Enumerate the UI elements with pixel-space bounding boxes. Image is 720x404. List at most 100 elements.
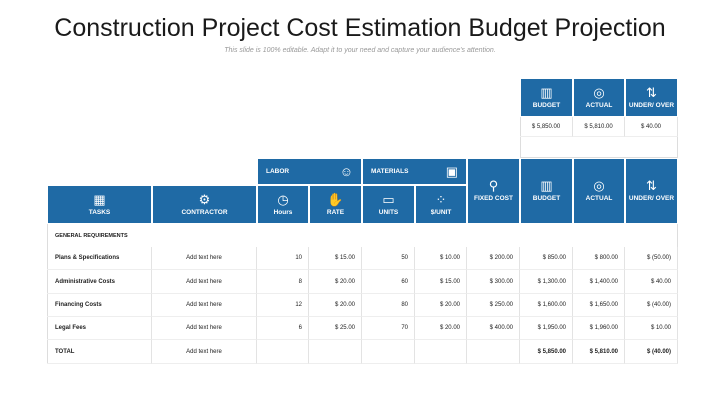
table-row-3-cell-9-label: $ 10.00	[650, 325, 671, 331]
budget-icon: ▥	[540, 84, 553, 100]
table-row-4-cell-9-label: $ (40.00)	[646, 348, 671, 355]
column-header-7-label: BUDGET	[532, 195, 561, 203]
table-row-3-cell-2: 6	[257, 317, 309, 340]
table-row-0-cell-0-label: Plans & Specifications	[55, 255, 120, 261]
table-row-4-cell-4	[362, 340, 415, 364]
table-row-2-cell-9: $ (40.00)	[625, 294, 678, 317]
table-row-4-cell-6	[467, 340, 520, 364]
table-row-1-cell-2: 8	[257, 270, 309, 294]
column-header-1-label: CONTRACTOR	[181, 208, 228, 216]
summary-value-1: $ 5,810.00	[573, 117, 625, 137]
table-row-0-cell-4: 50	[362, 247, 415, 270]
table-row-0-cell-9: $ (50.00)	[625, 247, 678, 270]
table-row-2-cell-7-label: $ 1,600.00	[537, 302, 566, 308]
page-subtitle: This slide is 100% editable. Adapt it to…	[224, 47, 496, 54]
table-row-3-cell-8-label: $ 1,960.00	[589, 325, 618, 331]
table-row-2-cell-9-label: $ (40.00)	[646, 302, 671, 308]
table-row-0-cell-3: $ 15.00	[309, 247, 362, 270]
table-row-3-cell-0: Legal Fees	[47, 317, 152, 340]
table-row-1-cell-9-label: $ 40.00	[650, 278, 671, 285]
table-row-3-cell-3: $ 25.00	[309, 317, 362, 340]
section-general-requirements: GENERAL REQUIREMENTS	[47, 224, 678, 247]
table-row-4-cell-2	[257, 340, 309, 364]
table-row-4-cell-0: TOTAL	[47, 340, 152, 364]
table-row-0-cell-1: Add text here	[152, 247, 257, 270]
table-row-2-cell-7: $ 1,600.00	[520, 294, 573, 317]
table-row-0-cell-8: $ 800.00	[573, 247, 625, 270]
table-row-2-cell-8-label: $ 1,650.00	[589, 302, 618, 308]
units-icon: ▭	[382, 191, 395, 207]
worker-icon: ☺	[339, 164, 353, 179]
summary-header-0-label: BUDGET	[532, 101, 561, 109]
table-row-2-cell-1: Add text here	[152, 294, 257, 317]
table-row-4-cell-8: $ 5,810.00	[573, 340, 625, 364]
table-row-0-cell-5: $ 10.00	[415, 247, 467, 270]
table-row-0-cell-6-label: $ 200.00	[489, 255, 513, 261]
table-row-1-cell-7-label: $ 1,300.00	[537, 278, 566, 285]
table-row-1-cell-8: $ 1,400.00	[573, 270, 625, 294]
table-row-2-cell-2: 12	[257, 294, 309, 317]
section-general-requirements-label: GENERAL REQUIREMENTS	[55, 232, 128, 239]
table-row-2-cell-1-label: Add text here	[186, 302, 222, 308]
table-row-4-cell-0-label: TOTAL	[55, 348, 75, 355]
labor-group-header-label: LABOR	[266, 167, 290, 175]
under-over-icon: ⇅	[646, 178, 657, 194]
table-row-1-cell-3: $ 20.00	[309, 270, 362, 294]
column-header-6: ⚲ FIXED COST	[467, 158, 520, 224]
table-row-4-cell-1-label: Add text here	[186, 348, 222, 355]
column-header-1: ⚙ CONTRACTOR	[152, 185, 257, 224]
column-header-9: ⇅ UNDER/ OVER	[625, 158, 678, 224]
table-row-2-cell-0-label: Financing Costs	[55, 302, 102, 308]
table-row-3-cell-0-label: Legal Fees	[55, 325, 87, 331]
table-row-4-cell-9: $ (40.00)	[625, 340, 678, 364]
table-row-4-cell-8-label: $ 5,810.00	[589, 348, 618, 355]
table-row-2-cell-3: $ 20.00	[309, 294, 362, 317]
budget-icon: ▥	[540, 178, 553, 194]
contractor-icon: ⚙	[198, 191, 211, 207]
table-row-3-cell-3-label: $ 25.00	[334, 325, 355, 331]
per-unit-icon: ⁘	[435, 191, 447, 207]
table-row-1-cell-0: Administrative Costs	[47, 270, 152, 294]
column-header-5-label: $/UNIT	[430, 208, 452, 216]
column-header-0: ▦ TASKS	[47, 185, 152, 224]
column-header-6-label: FIXED COST	[473, 195, 513, 203]
rate-icon: ✋	[327, 191, 344, 207]
table-row-1-cell-5-label: $ 15.00	[439, 278, 460, 285]
table-row-0-cell-2-label: 10	[295, 255, 302, 261]
column-header-3-label: RATE	[326, 208, 345, 216]
table-row-3-cell-8: $ 1,960.00	[573, 317, 625, 340]
under-over-icon: ⇅	[646, 84, 657, 100]
table-row-0-cell-6: $ 200.00	[467, 247, 520, 270]
clock-icon: ◷	[277, 191, 289, 207]
summary-value-2-label: $ 40.00	[640, 123, 662, 130]
table-row-0-cell-5-label: $ 10.00	[439, 255, 460, 261]
table-row-0-cell-3-label: $ 15.00	[334, 255, 355, 261]
table-row-2-cell-4-label: 80	[401, 302, 408, 308]
table-row-0-cell-7-label: $ 850.00	[542, 255, 566, 261]
table-row-1-cell-7: $ 1,300.00	[520, 270, 573, 294]
table-row-1-cell-2-label: 8	[298, 278, 302, 285]
table-row-4-cell-7: $ 5,850.00	[520, 340, 573, 364]
materials-group-header-label: MATERIALS	[371, 167, 409, 175]
summary-value-0: $ 5,850.00	[520, 117, 573, 137]
column-header-8: ◎ ACTUAL	[573, 158, 625, 224]
table-row-0-cell-7: $ 850.00	[520, 247, 573, 270]
column-header-3: ✋ RATE	[309, 185, 362, 224]
table-row-0-cell-9-label: $ (50.00)	[646, 255, 671, 261]
table-row-3-cell-4: 70	[362, 317, 415, 340]
table-row-4-cell-3	[309, 340, 362, 364]
table-row-3-cell-9: $ 10.00	[625, 317, 678, 340]
column-header-4: ▭ UNITS	[362, 185, 415, 224]
summary-header-1: ◎ ACTUAL	[573, 78, 625, 117]
summary-frame	[520, 117, 678, 158]
column-header-5: ⁘ $/UNIT	[415, 185, 467, 224]
column-header-8-label: ACTUAL	[585, 195, 613, 203]
table-row-2-cell-6: $ 250.00	[467, 294, 520, 317]
table-row-0-cell-2: 10	[257, 247, 309, 270]
table-row-1-cell-9: $ 40.00	[625, 270, 678, 294]
table-row-3-cell-7: $ 1,950.00	[520, 317, 573, 340]
labor-group-header: LABOR ☺	[257, 158, 362, 185]
column-header-2: ◷ Hours	[257, 185, 309, 224]
table-row-3-cell-6: $ 400.00	[467, 317, 520, 340]
summary-header-0: ▥ BUDGET	[520, 78, 573, 117]
